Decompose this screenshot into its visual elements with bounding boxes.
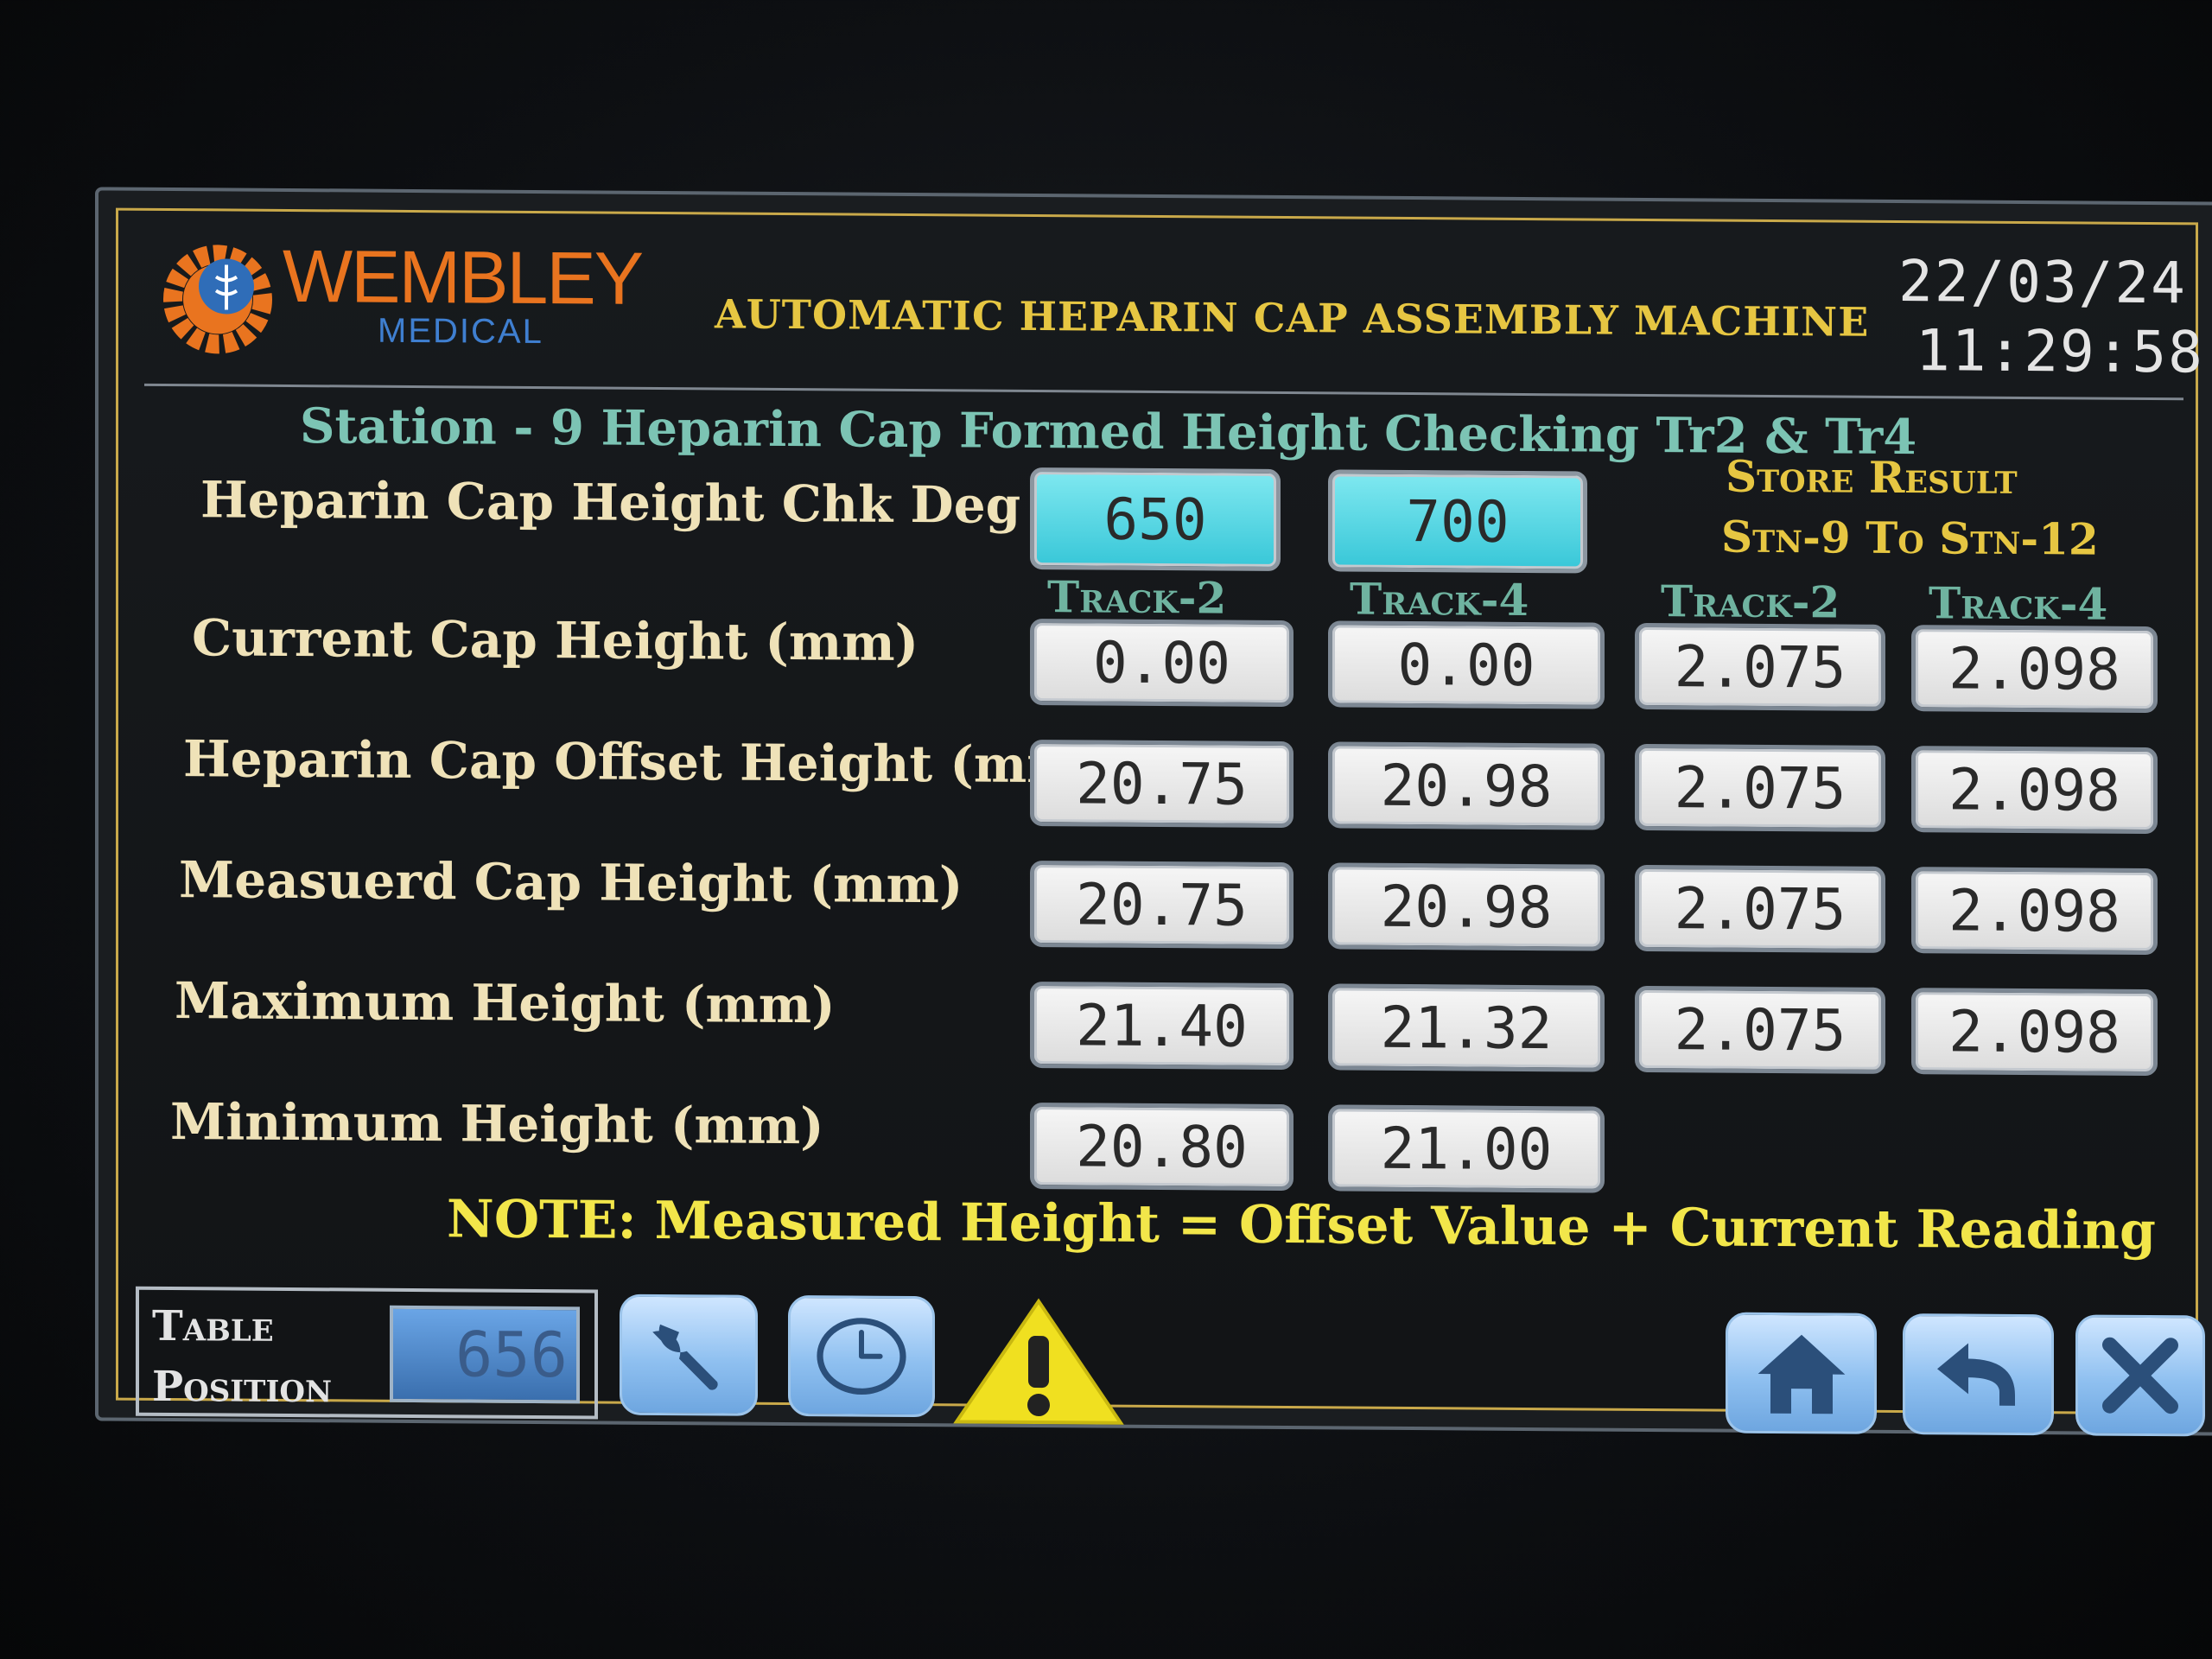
logo-subtitle: MEDICAL [378, 311, 543, 352]
warning-icon [953, 1298, 1124, 1425]
back-button[interactable] [1903, 1313, 2054, 1436]
back-arrow-icon [1936, 1343, 2015, 1406]
table-position-label-line2: Position [152, 1362, 333, 1412]
current-height-track2-value: 0.00 [1030, 618, 1294, 708]
close-button[interactable] [2075, 1314, 2205, 1437]
chk-deg-track4-input[interactable]: 700 [1328, 469, 1587, 574]
stored-current-track2-value: 2.075 [1635, 622, 1885, 711]
stored-measured-track2-value: 2.075 [1635, 864, 1885, 953]
row-label-minimum-height: Minimum Height (mm) [170, 1092, 824, 1156]
formula-note: NOTE: Measured Height = Offset Value + C… [447, 1189, 2156, 1262]
hmi-bezel: WEMBLEY MEDICAL AUTOMATIC HEPARIN CAP AS… [95, 187, 2212, 1437]
alarm-button[interactable] [952, 1296, 1125, 1427]
logo-wordmark: WEMBLEY [283, 234, 643, 321]
home-icon [1758, 1334, 1845, 1414]
col-store-track2: Track-2 [1661, 575, 1840, 628]
timer-button[interactable] [788, 1295, 935, 1418]
stored-max-track4-value: 2.098 [1911, 988, 2158, 1077]
table-position-label-line1: Table [152, 1301, 274, 1351]
company-logo: WEMBLEY MEDICAL [157, 230, 642, 354]
settings-button[interactable] [620, 1294, 758, 1416]
max-height-track4-input[interactable]: 21.32 [1328, 983, 1605, 1072]
clock-icon [817, 1318, 906, 1395]
home-button[interactable] [1726, 1312, 1877, 1434]
store-result-range-label: Stn-9 To Stn-12 [1721, 511, 2099, 565]
chk-deg-label: Heparin Cap Height Chk Deg [200, 470, 1021, 535]
min-height-track2-input[interactable]: 20.80 [1030, 1102, 1294, 1192]
wrench-icon [652, 1324, 718, 1390]
row-label-maximum-height: Maximum Height (mm) [175, 971, 836, 1035]
row-label-measured-height: Measuerd Cap Height (mm) [179, 850, 963, 915]
current-height-track4-value: 0.00 [1328, 620, 1605, 709]
max-height-track2-input[interactable]: 21.40 [1030, 981, 1294, 1071]
stored-measured-track4-value: 2.098 [1911, 867, 2158, 956]
close-icon [2102, 1337, 2178, 1414]
station-title: Station - 9 Heparin Cap Formed Height Ch… [300, 397, 1917, 467]
measured-height-track2-value: 20.75 [1030, 860, 1294, 950]
offset-height-track4-input[interactable]: 20.98 [1328, 741, 1605, 830]
hmi-screen: WEMBLEY MEDICAL AUTOMATIC HEPARIN CAP AS… [116, 207, 2205, 1437]
stored-offset-track2-value: 2.075 [1635, 743, 1885, 832]
machine-title: AUTOMATIC HEPARIN CAP ASSEMBLY MACHINE [715, 290, 1870, 346]
chk-deg-track2-input[interactable]: 650 [1030, 467, 1281, 571]
gear-logo-icon [163, 245, 272, 354]
row-label-current-cap-height: Current Cap Height (mm) [192, 608, 919, 673]
stored-current-track4-value: 2.098 [1911, 625, 2158, 714]
col-track4: Track-4 [1350, 573, 1529, 626]
stored-offset-track4-value: 2.098 [1911, 746, 2158, 835]
date-display: 22/03/24 [1898, 247, 2187, 317]
table-position-label: Table Position [152, 1297, 332, 1419]
row-label-offset-height: Heparin Cap Offset Height (mm) [183, 729, 1104, 795]
time-display: 11:29:58 [1916, 317, 2204, 386]
offset-height-track2-input[interactable]: 20.75 [1030, 739, 1294, 829]
table-position-panel: Table Position 656 [136, 1286, 598, 1420]
store-result-label: Store Result [1726, 450, 2018, 504]
min-height-track4-input[interactable]: 21.00 [1328, 1104, 1605, 1193]
stored-max-track2-value: 2.075 [1635, 985, 1885, 1074]
col-store-track4: Track-4 [1929, 577, 2108, 630]
col-track2: Track-2 [1047, 571, 1227, 624]
measured-height-track4-value: 20.98 [1328, 862, 1605, 951]
table-position-value: 656 [390, 1305, 580, 1404]
